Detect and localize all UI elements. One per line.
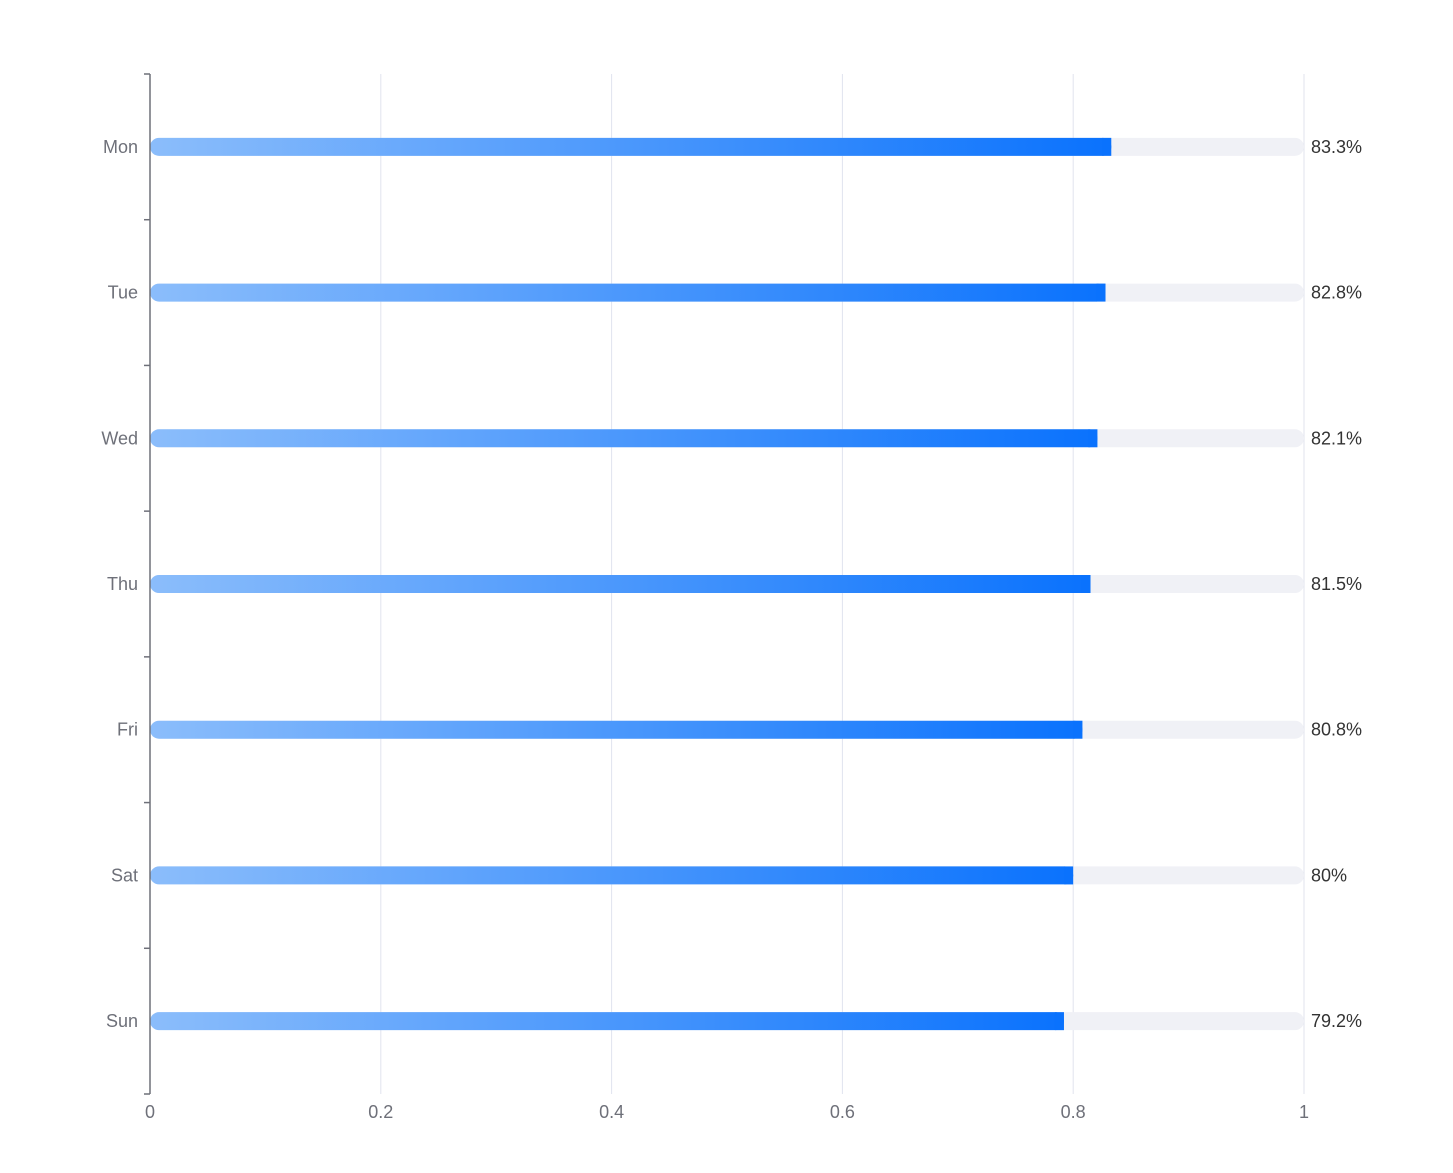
bar [150,720,1083,739]
x-tick-label: 0.2 [368,1102,393,1122]
y-category-label: Wed [101,428,138,448]
value-label: 80.8% [1311,720,1362,740]
bar-body [150,720,1083,739]
value-label: 82.1% [1311,428,1362,448]
x-tick-label: 0.6 [830,1102,855,1122]
bar-end [1096,283,1106,302]
y-category-label: Tue [108,283,138,303]
labels: 0 0.2 0.4 0.6 0.8 1 Mon 83.3% Tue 82.8% Wed 82.1% Th… [101,137,1362,1122]
x-tick-label: 0.8 [1061,1102,1086,1122]
y-category-label: Sun [106,1011,138,1031]
bar-body [150,866,1074,885]
bar [150,137,1112,156]
y-category-label: Mon [103,137,138,157]
bar-body [150,575,1091,593]
value-label: 82.8% [1311,283,1362,303]
bar-body [150,137,1112,156]
value-label: 81.5% [1311,574,1362,594]
y-axis [144,73,151,1095]
bar-end [1073,720,1083,739]
bar-end [1081,575,1091,593]
y-category-label: Thu [107,574,138,594]
y-category-label: Fri [117,720,138,740]
bar-body [150,429,1098,448]
bar-body [150,1012,1064,1031]
bar-end [1064,866,1074,885]
bars [150,137,1112,1031]
x-tick-label: 1 [1299,1102,1309,1122]
x-tick-label: 0.4 [599,1102,624,1122]
bar-end [1054,1012,1064,1031]
x-tick-label: 0 [145,1102,155,1122]
bar [150,283,1106,302]
bar-end [1102,137,1112,156]
value-label: 80% [1311,865,1347,885]
bar [150,429,1098,448]
y-category-label: Sat [111,865,138,885]
bar-end [1088,429,1098,448]
bar [150,1012,1064,1031]
bar-body [150,283,1106,302]
value-label: 83.3% [1311,137,1362,157]
bar [150,866,1074,885]
value-label: 79.2% [1311,1011,1362,1031]
bar [150,575,1091,593]
